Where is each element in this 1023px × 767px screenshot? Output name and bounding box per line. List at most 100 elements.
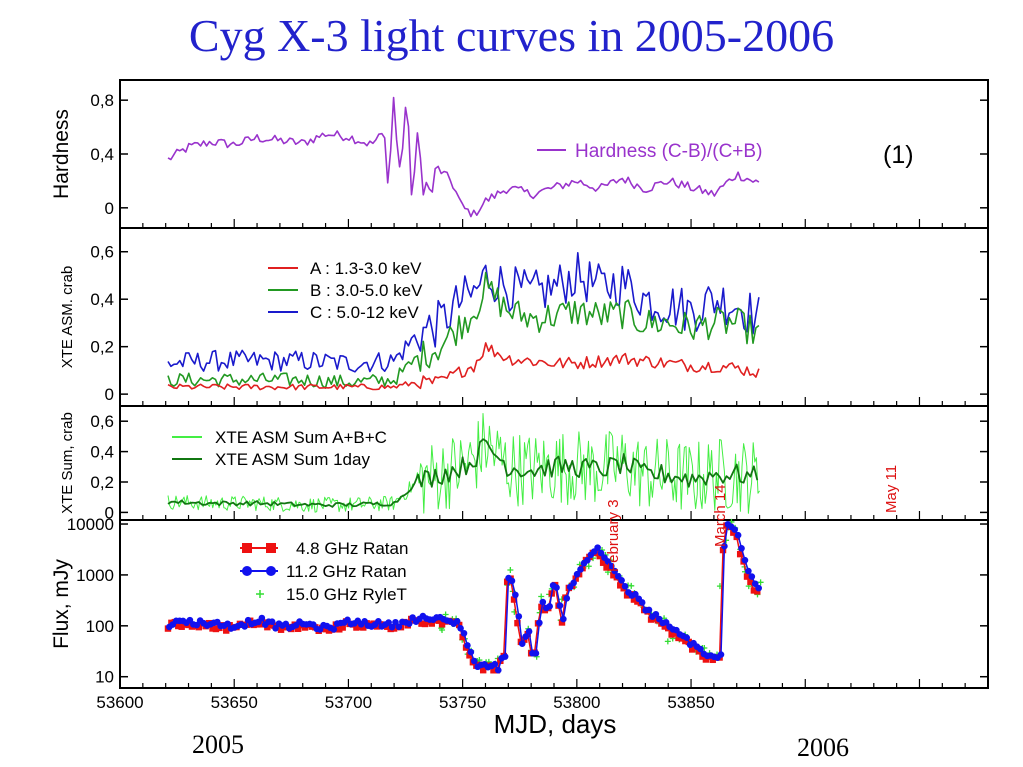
ryle-point — [628, 582, 635, 589]
ratan-11-2-point — [460, 629, 468, 637]
ratan-4-8-point — [277, 626, 285, 633]
ratan-11-2-point — [621, 583, 629, 590]
legend-marker-4-8 — [242, 543, 252, 553]
ryle-point — [757, 579, 764, 586]
xtick-label: 53700 — [325, 693, 372, 712]
event-label: February 3 — [605, 499, 622, 572]
ratan-4-8-point — [736, 550, 744, 558]
panel-frame-1 — [119, 79, 989, 229]
ytick-label: 100 — [86, 617, 114, 636]
ratan-11-2-point — [361, 617, 368, 625]
ratan-11-2-point — [563, 595, 571, 602]
legend-marker-ryle — [256, 590, 264, 598]
ratan-4-8-point — [438, 621, 446, 628]
ratan-4-8-point — [466, 652, 473, 659]
y-axis-label: Flux, mJy — [50, 559, 73, 649]
ratan-11-2-point — [734, 531, 742, 539]
ratan-11-2-point — [536, 619, 543, 627]
ratan-11-2-point — [745, 567, 752, 575]
legend-label-day: XTE ASM Sum 1day — [215, 450, 370, 469]
ytick-label: 0,6 — [90, 412, 114, 431]
ratan-4-8-point — [479, 666, 487, 674]
ratan-4-8-point — [596, 552, 603, 560]
ratan-4-8-point — [459, 633, 466, 641]
ratan-11-2-point — [611, 567, 619, 575]
legend-label-B: B : 3.0-5.0 keV — [310, 281, 423, 300]
ratan-11-2-point — [525, 628, 533, 635]
ratan-4-8-point — [209, 625, 216, 632]
ratan-4-8-point — [428, 620, 435, 627]
ratan-11-2-point — [464, 642, 471, 649]
ratan-4-8-point — [661, 623, 668, 630]
ratan-4-8-point — [322, 625, 329, 633]
ratan-11-2-point — [717, 651, 725, 658]
ratan-11-2-point — [268, 618, 276, 625]
ratan-4-8-point — [510, 596, 518, 603]
ratan-11-2-point — [457, 624, 464, 632]
ratan-4-8-point — [267, 621, 274, 629]
ratan-4-8-point — [675, 634, 682, 642]
ratan-11-2-point — [584, 557, 591, 564]
ratan-4-8-point — [743, 573, 751, 580]
ratan-11-2-point — [518, 640, 526, 647]
ratan-4-8-point — [223, 627, 230, 634]
xtick-label: 53850 — [667, 693, 714, 712]
ratan-11-2-point — [470, 657, 478, 665]
ratan-11-2-point — [392, 618, 399, 626]
ytick-label: 0 — [105, 199, 114, 218]
y-axis-label: XTE Sum, crab — [59, 412, 76, 514]
year-label-2005: 2005 — [192, 730, 244, 759]
ratan-4-8-point — [617, 582, 624, 589]
x-axis-label: MJD, days — [494, 709, 617, 739]
ratan-11-2-point — [594, 544, 601, 551]
ratan-11-2-point — [662, 619, 670, 626]
ratan-4-8-point — [747, 578, 754, 586]
ratan-4-8-point — [709, 656, 716, 664]
ratan-4-8-point — [730, 529, 737, 536]
ratan-11-2-point — [731, 526, 738, 533]
ratan-11-2-point — [385, 619, 392, 626]
ratan-11-2-point — [512, 591, 519, 599]
ratan-11-2-point — [272, 624, 279, 632]
legend-label-C: C : 5.0-12 keV — [310, 303, 419, 322]
hardness-series-line — [167, 96, 760, 218]
ratan-4-8-point — [603, 564, 610, 571]
ratan-4-8-point — [353, 624, 360, 631]
ytick-label: 0,6 — [90, 243, 114, 262]
ryle-point — [507, 566, 514, 573]
ratan-11-2-point — [645, 606, 653, 614]
ytick-label: 0 — [105, 503, 114, 522]
ytick-label: 0,4 — [90, 290, 114, 309]
ratan-11-2-point — [224, 620, 231, 628]
ratan-11-2-point — [697, 645, 704, 653]
ytick-label: 0,2 — [90, 473, 114, 492]
ratan-4-8-point — [610, 572, 617, 579]
ratan-4-8-point — [668, 631, 675, 638]
ratan-11-2-point — [748, 573, 756, 580]
ratan-11-2-point — [741, 556, 749, 564]
xtick-label: 53650 — [211, 693, 258, 712]
ratan-4-8-point — [514, 619, 521, 627]
ratan-11-2-point — [738, 544, 745, 552]
ratan-4-8-point — [682, 637, 689, 645]
ratan-11-2-point — [330, 626, 338, 633]
ratan-11-2-point — [241, 623, 249, 630]
ratan-4-8-point — [435, 617, 442, 624]
ratan-4-8-point — [702, 656, 710, 663]
ytick-label: 0,4 — [90, 443, 114, 462]
ratan-11-2-point — [532, 650, 540, 657]
event-label: May 11 — [883, 465, 900, 513]
ratan-4-8-point — [294, 625, 302, 633]
ratan-11-2-point — [721, 542, 728, 550]
ratan-11-2-point — [539, 598, 547, 606]
ratan-11-2-point — [375, 618, 382, 625]
panel-annotation: (1) — [883, 141, 914, 169]
ryle-point — [442, 611, 449, 618]
ratan-11-2-point — [556, 602, 564, 609]
ytick-label: 10000 — [67, 515, 114, 534]
ratan-4-8-point — [750, 587, 758, 594]
ratan-11-2-point — [491, 660, 499, 668]
ratan-4-8-point — [671, 630, 679, 637]
ytick-label: 1000 — [76, 566, 114, 585]
